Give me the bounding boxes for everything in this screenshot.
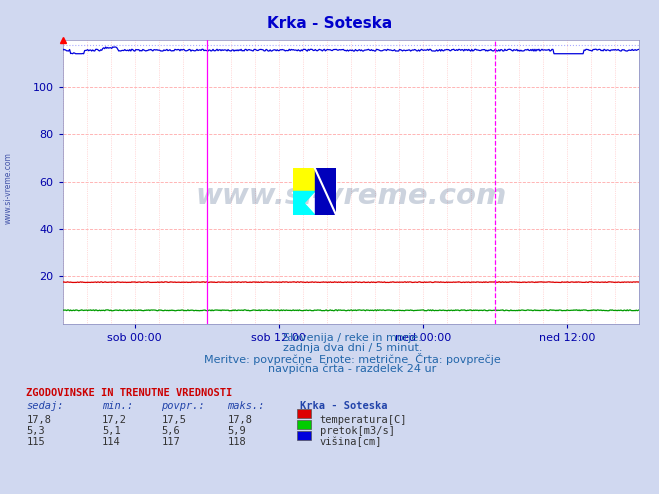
Polygon shape [293, 192, 315, 215]
Text: 5,3: 5,3 [26, 426, 45, 436]
Text: 17,8: 17,8 [227, 415, 252, 425]
Text: Krka - Soteska: Krka - Soteska [300, 401, 387, 411]
Text: Meritve: povprečne  Enote: metrične  Črta: povprečje: Meritve: povprečne Enote: metrične Črta:… [204, 353, 501, 365]
Text: 17,2: 17,2 [102, 415, 127, 425]
Text: navpična črta - razdelek 24 ur: navpična črta - razdelek 24 ur [268, 363, 437, 373]
Text: 115: 115 [26, 437, 45, 447]
Text: povpr.:: povpr.: [161, 401, 205, 411]
Text: 5,9: 5,9 [227, 426, 246, 436]
Text: 5,1: 5,1 [102, 426, 121, 436]
Text: 17,8: 17,8 [26, 415, 51, 425]
Text: sedaj:: sedaj: [26, 401, 64, 411]
Bar [297, 409, 311, 418]
Text: www.si-vreme.com: www.si-vreme.com [3, 152, 13, 224]
Text: maks.:: maks.: [227, 401, 265, 411]
Text: www.si-vreme.com: www.si-vreme.com [195, 182, 507, 210]
Polygon shape [293, 168, 315, 192]
Text: pretok[m3/s]: pretok[m3/s] [320, 426, 395, 436]
Bar [297, 420, 311, 429]
Text: 5,6: 5,6 [161, 426, 180, 436]
Polygon shape [315, 168, 336, 215]
Polygon shape [293, 192, 315, 215]
Text: zadnja dva dni / 5 minut.: zadnja dva dni / 5 minut. [283, 343, 422, 353]
Text: 118: 118 [227, 437, 246, 447]
Bar [297, 431, 311, 440]
Text: Slovenija / reke in morje.: Slovenija / reke in morje. [283, 333, 422, 343]
Text: min.:: min.: [102, 401, 133, 411]
Text: ZGODOVINSKE IN TRENUTNE VREDNOSTI: ZGODOVINSKE IN TRENUTNE VREDNOSTI [26, 388, 233, 398]
Text: 117: 117 [161, 437, 180, 447]
Text: Krka - Soteska: Krka - Soteska [267, 16, 392, 31]
Text: 17,5: 17,5 [161, 415, 186, 425]
Text: višina[cm]: višina[cm] [320, 437, 382, 447]
Text: temperatura[C]: temperatura[C] [320, 415, 407, 425]
Text: 114: 114 [102, 437, 121, 447]
